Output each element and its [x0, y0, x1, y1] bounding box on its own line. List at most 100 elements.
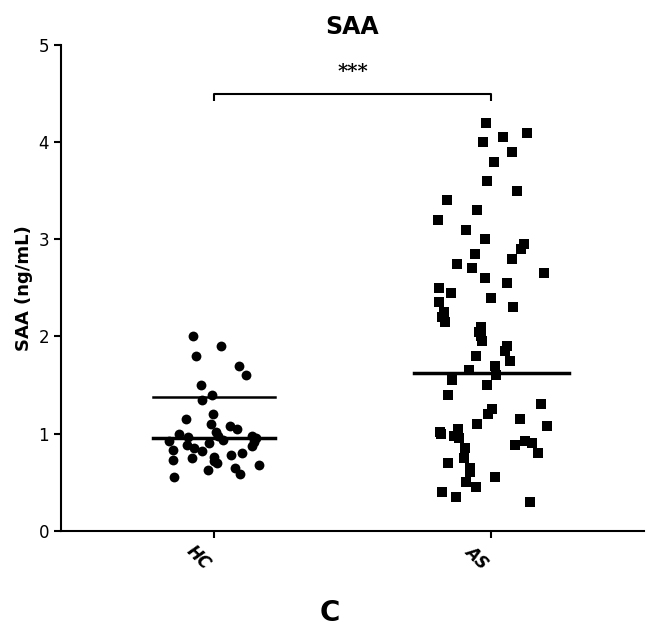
- Point: [480, 234, 490, 244]
- Point: [442, 196, 452, 206]
- Point: [208, 452, 219, 462]
- Point: [435, 427, 445, 437]
- Point: [229, 463, 240, 473]
- Point: [213, 432, 223, 442]
- Point: [522, 127, 532, 137]
- Point: [206, 419, 216, 429]
- Point: [197, 446, 208, 456]
- Point: [536, 399, 546, 410]
- Point: [450, 492, 461, 502]
- Point: [437, 312, 447, 322]
- Point: [507, 254, 517, 264]
- Point: [247, 430, 258, 441]
- Point: [476, 322, 486, 332]
- Point: [501, 278, 512, 288]
- Point: [235, 469, 245, 479]
- Point: [508, 302, 519, 312]
- Point: [482, 380, 493, 390]
- Point: [445, 287, 456, 298]
- Point: [542, 421, 552, 431]
- Point: [519, 239, 529, 249]
- Point: [434, 283, 444, 293]
- Point: [181, 414, 191, 424]
- Point: [247, 441, 258, 451]
- Point: [196, 394, 207, 404]
- Point: [167, 445, 178, 455]
- Point: [511, 185, 522, 196]
- Point: [507, 147, 517, 157]
- Point: [525, 496, 535, 506]
- Point: [539, 268, 550, 279]
- Point: [439, 307, 449, 317]
- Point: [500, 346, 510, 356]
- Point: [224, 421, 235, 431]
- Point: [440, 317, 450, 327]
- Point: [510, 440, 521, 450]
- Point: [436, 487, 447, 497]
- Point: [527, 438, 537, 448]
- Point: [482, 176, 492, 186]
- Point: [196, 380, 206, 390]
- Point: [446, 375, 457, 385]
- Point: [215, 341, 226, 351]
- Point: [467, 263, 478, 273]
- Point: [225, 450, 236, 460]
- Point: [475, 332, 486, 342]
- Point: [532, 448, 543, 458]
- Point: [212, 458, 223, 468]
- Point: [488, 156, 499, 166]
- Point: [436, 429, 446, 439]
- Point: [502, 341, 513, 351]
- Point: [483, 409, 494, 419]
- Text: C: C: [320, 599, 339, 627]
- Point: [181, 440, 192, 450]
- Point: [458, 453, 469, 463]
- Point: [163, 436, 174, 446]
- Point: [471, 482, 481, 492]
- Point: [174, 429, 185, 439]
- Point: [490, 361, 501, 371]
- Point: [465, 467, 475, 477]
- Point: [498, 132, 508, 142]
- Point: [251, 434, 262, 444]
- Point: [434, 298, 444, 308]
- Point: [234, 361, 244, 371]
- Point: [237, 448, 248, 458]
- Point: [254, 460, 264, 470]
- Point: [241, 370, 251, 380]
- Point: [454, 434, 465, 444]
- Point: [452, 258, 463, 268]
- Point: [486, 292, 496, 303]
- Point: [487, 404, 498, 415]
- Point: [204, 438, 214, 448]
- Point: [480, 273, 490, 283]
- Point: [477, 336, 488, 346]
- Point: [464, 365, 474, 375]
- Point: [232, 423, 243, 434]
- Point: [211, 427, 221, 437]
- Point: [474, 327, 484, 337]
- Point: [461, 225, 471, 235]
- Point: [515, 414, 525, 424]
- Point: [183, 432, 194, 442]
- Point: [449, 430, 459, 441]
- Point: [443, 390, 453, 400]
- Point: [460, 443, 471, 453]
- Point: [168, 454, 179, 465]
- Point: [465, 463, 475, 473]
- Point: [471, 351, 482, 361]
- Point: [469, 249, 480, 259]
- Point: [472, 419, 482, 429]
- Point: [520, 436, 530, 446]
- Text: ***: ***: [337, 63, 368, 81]
- Point: [187, 332, 198, 342]
- Point: [208, 456, 219, 466]
- Point: [186, 453, 197, 463]
- Point: [461, 477, 472, 487]
- Point: [490, 472, 500, 482]
- Point: [472, 205, 482, 215]
- Point: [453, 423, 463, 434]
- Point: [202, 465, 213, 475]
- Point: [169, 472, 179, 482]
- Point: [480, 118, 491, 128]
